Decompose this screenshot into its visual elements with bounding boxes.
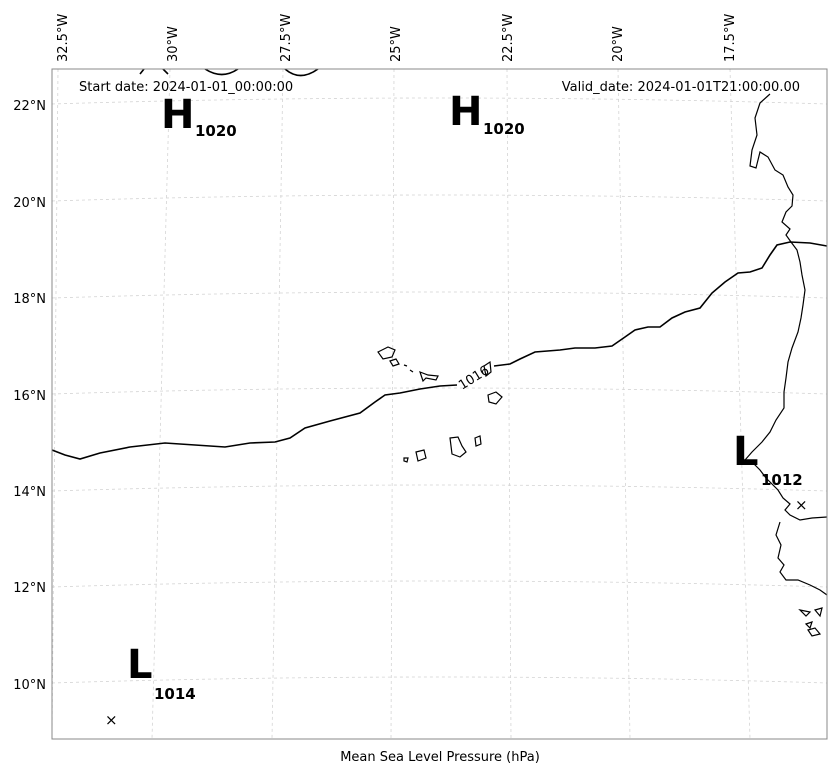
low-pressure-value: 1014 — [154, 685, 196, 703]
lon-label: 20°W — [611, 26, 626, 62]
latitude-labels: 22°N 20°N 18°N 16°N 14°N 12°N 10°N — [13, 99, 46, 693]
meridian-25w — [390, 69, 395, 739]
lat-label: 20°N — [13, 196, 46, 211]
cape-verde-boa-vista — [487, 391, 503, 405]
start-date-label: Start date: 2024-01-01_00:00:00 — [79, 80, 293, 95]
lat-label: 12°N — [13, 581, 46, 596]
cape-verde-sao-vicente — [389, 358, 400, 367]
africa-coast — [743, 93, 827, 521]
meridian-30w — [151, 69, 171, 739]
coastlines — [377, 93, 827, 637]
low-pressure-marker: L — [127, 642, 153, 688]
parallel-12n — [52, 580, 827, 588]
meridian-27-5w — [271, 69, 284, 739]
high-pressure-marker: H — [449, 89, 482, 135]
parallel-10n — [52, 676, 827, 684]
high-pressure-marker: H — [161, 92, 194, 138]
low-pressure-value: 1012 — [761, 471, 803, 489]
isobar-1020-top-d — [284, 69, 319, 77]
colorbar-label: Mean Sea Level Pressure (hPa) — [340, 750, 540, 765]
cape-verde-santiago — [449, 436, 467, 458]
cape-verde-maio — [474, 435, 482, 447]
isobar-1020-top-b — [162, 69, 169, 75]
lat-label: 10°N — [13, 678, 46, 693]
low-pressure-marker: L — [733, 429, 759, 475]
meridian-20w — [617, 69, 631, 739]
map-frame — [51, 68, 828, 740]
lon-label: 22.5°W — [501, 14, 516, 62]
coast-islands-south — [798, 607, 823, 637]
isobar-label-1016: 1016 — [456, 363, 492, 393]
meridian-32-5w — [52, 69, 59, 739]
isobar-1020-top-c — [204, 69, 239, 76]
guinea-coast — [775, 521, 827, 596]
parallel-16n — [52, 387, 827, 395]
longitude-labels: 32.5°W 30°W 27.5°W 25°W 22.5°W 20°W 17.5… — [56, 14, 738, 62]
high-pressure-value: 1020 — [195, 122, 237, 140]
cape-verde-santa-luzia — [403, 364, 414, 373]
isobar-1016-line-east — [493, 241, 827, 367]
graticule — [52, 69, 827, 739]
meridian-22-5w — [506, 69, 512, 739]
cape-verde-brava — [403, 457, 409, 463]
lon-label: 17.5°W — [723, 14, 738, 62]
cape-verde-fogo — [415, 449, 427, 462]
cape-verde-sao-nicolau — [419, 370, 439, 383]
isobar-1020-top-a — [139, 69, 145, 75]
valid-date-label: Valid_date: 2024-01-01T21:00:00.00 — [562, 80, 800, 95]
low-center-cross: × — [795, 496, 808, 514]
cape-verde-sal — [483, 360, 492, 378]
meridian-17-5w — [729, 69, 751, 739]
lon-label: 25°W — [389, 26, 404, 62]
high-pressure-value: 1020 — [483, 120, 525, 138]
isobar-1016-line — [52, 384, 458, 460]
lon-label: 32.5°W — [56, 14, 71, 62]
parallel-20n — [52, 194, 827, 202]
lat-label: 14°N — [13, 485, 46, 500]
cape-verde-santo-antao — [377, 346, 396, 360]
low-center-cross: × — [105, 711, 118, 729]
isobars — [52, 69, 827, 460]
lat-label: 16°N — [13, 389, 46, 404]
lat-label: 18°N — [13, 292, 46, 307]
lat-label: 22°N — [13, 99, 46, 114]
lon-label: 30°W — [166, 26, 181, 62]
parallel-22n — [52, 97, 827, 105]
parallel-18n — [52, 291, 827, 299]
pressure-centers: H 1020 H 1020 — [161, 89, 525, 140]
parallel-14n — [52, 484, 827, 492]
lon-label: 27.5°W — [279, 14, 294, 62]
